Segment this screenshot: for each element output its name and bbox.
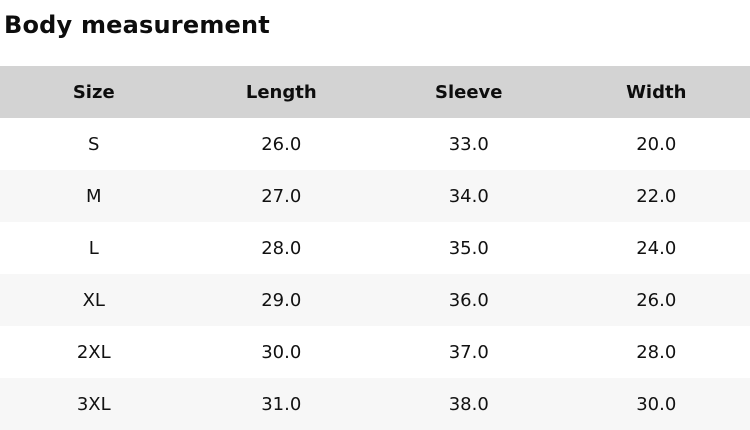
size-cell: XL: [0, 274, 188, 326]
table-header-row: Size Length Sleeve Width: [0, 66, 750, 118]
title-bar: Body measurement: [0, 0, 750, 66]
size-cell: 3XL: [0, 378, 188, 430]
table-body: S 26.0 33.0 20.0 M 27.0 34.0 22.0 L 28.0 35.0 24.0 X…: [0, 118, 750, 430]
value-cell: 33.0: [375, 118, 563, 170]
size-cell: 2XL: [0, 326, 188, 378]
value-cell: 28.0: [187, 222, 375, 274]
table-row: 3XL 31.0 38.0 30.0: [0, 378, 750, 430]
column-header-sleeve: Sleeve: [375, 66, 563, 118]
table-row: S 26.0 33.0 20.0: [0, 118, 750, 170]
body-measurement-table: Size Length Sleeve Width S 26.0 33.0 20.0 M 27.0…: [0, 66, 750, 430]
value-cell: 20.0: [562, 118, 750, 170]
column-header-length: Length: [187, 66, 375, 118]
table-row: M 27.0 34.0 22.0: [0, 170, 750, 222]
value-cell: 24.0: [562, 222, 750, 274]
table-header: Size Length Sleeve Width: [0, 66, 750, 118]
table-row: L 28.0 35.0 24.0: [0, 222, 750, 274]
value-cell: 30.0: [562, 378, 750, 430]
column-header-size: Size: [0, 66, 188, 118]
table-row: 2XL 30.0 37.0 28.0: [0, 326, 750, 378]
size-cell: M: [0, 170, 188, 222]
value-cell: 27.0: [187, 170, 375, 222]
value-cell: 30.0: [187, 326, 375, 378]
value-cell: 29.0: [187, 274, 375, 326]
size-cell: S: [0, 118, 188, 170]
value-cell: 26.0: [187, 118, 375, 170]
value-cell: 35.0: [375, 222, 563, 274]
size-cell: L: [0, 222, 188, 274]
value-cell: 38.0: [375, 378, 563, 430]
value-cell: 22.0: [562, 170, 750, 222]
table-row: XL 29.0 36.0 26.0: [0, 274, 750, 326]
value-cell: 37.0: [375, 326, 563, 378]
value-cell: 26.0: [562, 274, 750, 326]
value-cell: 28.0: [562, 326, 750, 378]
value-cell: 31.0: [187, 378, 375, 430]
column-header-width: Width: [562, 66, 750, 118]
page-title: Body measurement: [4, 11, 270, 39]
value-cell: 34.0: [375, 170, 563, 222]
value-cell: 36.0: [375, 274, 563, 326]
